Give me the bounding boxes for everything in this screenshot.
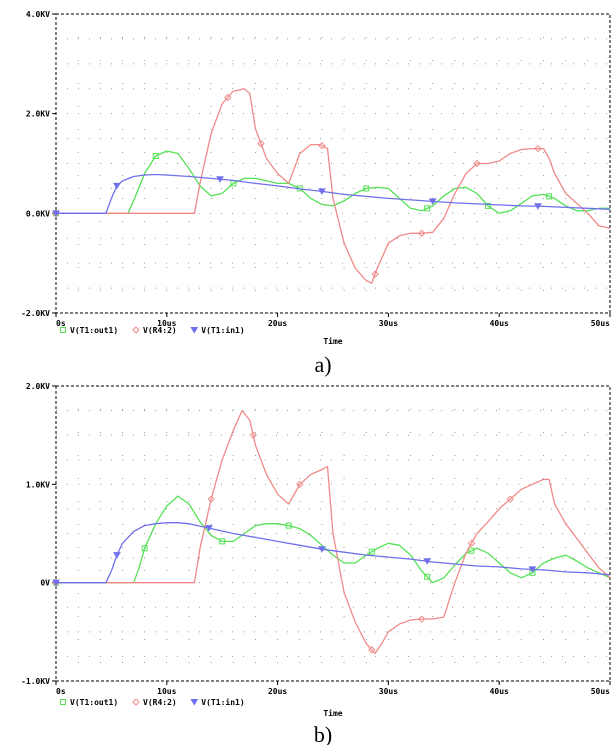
y-tick-label: 1.0KV [26,480,50,489]
square-marker [152,153,159,160]
series-line [56,409,611,655]
square-marker [468,547,475,554]
legend-label: V(T1:out1) [70,326,118,335]
square-marker [546,193,553,200]
triangle-marker [113,182,121,190]
x-axis-title: Time [323,708,342,718]
series-line [56,173,611,214]
square-marker [60,699,66,705]
figure-caption: a) [314,352,331,377]
series-line [56,495,611,584]
series-line [56,522,611,584]
square-marker [219,538,226,545]
square-marker [368,548,375,555]
diamond-marker [296,480,304,489]
triangle-marker [428,198,437,205]
diamond-marker [534,144,542,153]
series-line [56,88,611,284]
y-tick-label: 4.0KV [26,10,50,19]
diamond-marker [132,326,140,334]
x-tick-label: 50us [591,319,610,328]
square-marker [485,202,492,209]
legend-label: V(T1:out1) [70,698,118,707]
legend-label: V(T1:in1) [201,325,244,335]
diamond-marker [318,141,326,150]
square-marker [285,522,292,529]
triangle-marker [528,566,537,573]
legend-label: V(R4:2) [143,326,177,335]
x-tick-label: 10us [157,687,176,696]
y-tick-label: 0.0KV [26,209,50,218]
triangle-marker [190,327,199,334]
diamond-marker [249,431,257,439]
series-line [56,150,610,214]
diamond-marker [473,159,481,168]
triangle-marker [318,546,326,553]
diamond-marker [224,93,232,102]
y-tick-label: -1.0KV [21,677,50,686]
legend-label: V(T1:in1) [201,697,244,707]
diamond-marker [207,495,215,503]
y-tick-label: -2.0KV [21,309,50,318]
x-tick-label: 0s [56,319,66,328]
triangle-marker [205,525,213,532]
triangle-marker [113,552,121,559]
diamond-marker [417,229,426,237]
square-marker [424,205,431,212]
y-tick-label: 2.0KV [26,110,50,119]
x-tick-label: 30us [379,319,398,328]
triangle-marker [190,699,199,706]
x-axis-title: Time [323,336,342,346]
diamond-marker [368,646,376,654]
triangle-marker [216,176,224,183]
chart-a: -2.0KV 0.0KV 2.0KV 4.0KV 0s 10us 20us 30us 40us 5… [21,10,611,377]
x-tick-label: 20us [268,687,287,696]
figure-caption: b) [314,722,332,745]
triangle-marker [423,558,432,565]
diamond-marker [371,270,379,278]
x-tick-label: 0s [56,687,66,696]
y-tick-label: 2.0KV [26,382,50,391]
x-tick-label: 40us [490,687,509,696]
plot-frame [55,13,611,314]
x-tick-label: 10us [157,319,176,328]
y-tick-label: 0V [40,579,50,588]
square-marker [424,573,431,580]
triangle-marker [318,188,326,195]
triangle-marker [52,579,60,587]
square-marker [60,327,66,333]
diamond-marker [132,698,140,706]
square-marker [141,545,148,552]
square-marker [363,185,370,192]
triangle-marker [52,210,60,217]
triangle-marker [534,203,542,210]
chart-b: -1.0KV 0V 1.0KV 2.0KV 0s 10us 20us 30us 40us 50us… [21,382,611,745]
legend-label: V(R4:2) [143,698,177,707]
diamond-marker [506,495,514,503]
x-tick-label: 30us [379,687,398,696]
diamond-marker [257,139,265,148]
x-tick-label: 20us [268,319,287,328]
x-tick-label: 40us [490,319,509,328]
diamond-marker [467,539,476,548]
x-tick-label: 50us [591,687,610,696]
diamond-marker [417,615,426,623]
